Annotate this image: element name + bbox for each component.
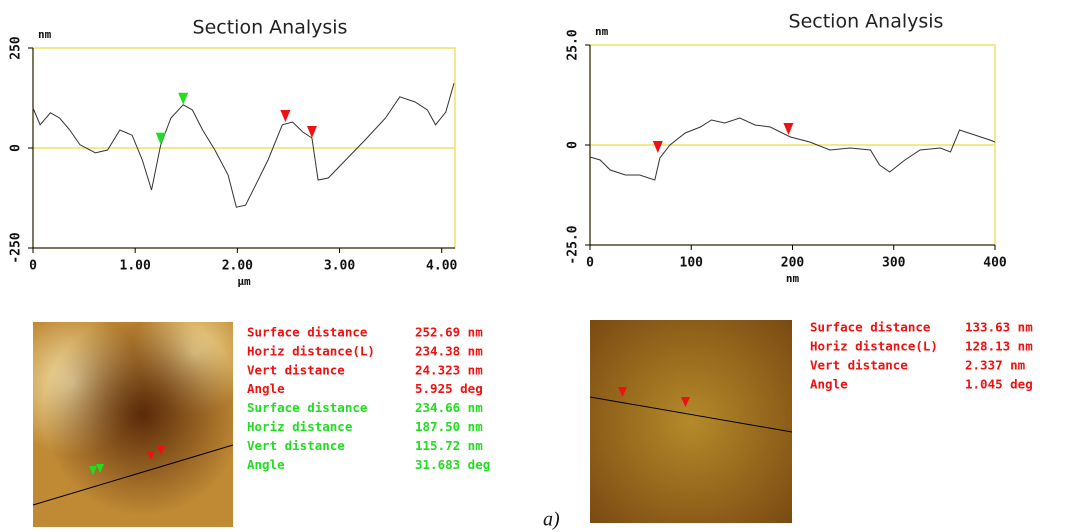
cursor-marker: [178, 92, 189, 105]
y-tick-label: 0: [9, 144, 24, 152]
measurement-value: 115.72 nm: [415, 438, 483, 453]
profile-line: [32, 83, 455, 208]
afm-image-left: [32, 322, 234, 527]
measurement-label: Vert distance: [247, 362, 345, 377]
x-tick-label: 200: [781, 256, 805, 271]
measurement-value: 234.38 nm: [415, 343, 483, 358]
x-axis-label: nm: [786, 272, 800, 285]
measurement-value: 128.13 nm: [965, 339, 1033, 354]
cursor-marker: [280, 110, 291, 122]
y-tick-label: 0: [566, 141, 581, 149]
x-tick-label: 400: [983, 256, 1007, 271]
x-tick-label: 300: [882, 256, 906, 271]
measurement-value: 252.69 nm: [415, 325, 483, 340]
x-tick-label: 0: [29, 259, 37, 274]
measurement-value: 234.66 nm: [415, 400, 483, 415]
cursor-marker: [652, 141, 663, 153]
y-axis-label: nm: [595, 25, 609, 38]
x-tick-label: 3.00: [324, 259, 355, 274]
cursor-marker: [155, 132, 166, 145]
measurement-label: Angle: [247, 457, 285, 472]
measurement-label: Angle: [247, 381, 285, 396]
y-tick-label: -25.0: [566, 225, 581, 264]
measurement-label: Horiz distance(L): [810, 339, 938, 354]
y-tick-label: -250: [9, 232, 24, 263]
measurement-value: 31.683 deg: [415, 457, 490, 472]
x-tick-label: 0: [586, 256, 594, 271]
x-tick-label: 100: [680, 256, 704, 271]
cursor-marker: [306, 126, 317, 138]
measurement-value: 2.337 nm: [965, 358, 1026, 373]
measurement-label: Vert distance: [247, 438, 345, 453]
measurement-label: Surface distance: [247, 400, 368, 415]
measurement-label: Vert distance: [810, 358, 908, 373]
profile-line: [589, 117, 996, 181]
cursor-marker: [783, 123, 794, 135]
y-axis-label: nm: [38, 28, 52, 41]
measurement-label: Horiz distance(L): [247, 343, 375, 358]
measurement-value: 5.925 deg: [415, 381, 483, 396]
y-tick-label: 250: [9, 36, 24, 60]
measurement-value: 133.63 nm: [965, 320, 1033, 335]
measurement-value: 24.323 nm: [415, 362, 483, 377]
measurement-label: Angle: [810, 377, 848, 392]
x-tick-label: 2.00: [222, 259, 253, 274]
measurement-label: Surface distance: [810, 320, 931, 335]
measurement-label: Horiz distance: [247, 419, 353, 434]
measurement-value: 1.045 deg: [965, 377, 1033, 392]
chart-title: Section Analysis: [789, 11, 944, 33]
x-tick-label: 1.00: [120, 259, 151, 274]
y-tick-label: 25.0: [566, 29, 581, 60]
afm-image-right: [589, 320, 793, 523]
caption: a): [543, 509, 560, 531]
chart-title: Section Analysis: [193, 17, 348, 39]
x-tick-label: 4.00: [426, 259, 457, 274]
measurement-value: 187.50 nm: [415, 419, 483, 434]
measurement-label: Surface distance: [247, 325, 368, 340]
x-axis-label: µm: [237, 275, 251, 288]
